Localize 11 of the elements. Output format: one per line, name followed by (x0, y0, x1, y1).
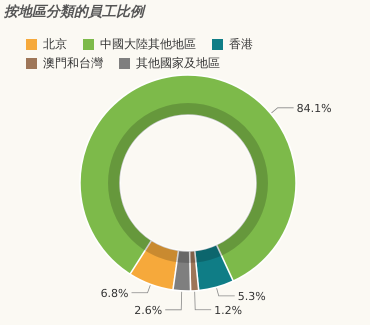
data-label: 2.6% (134, 304, 162, 317)
data-label: 6.8% (100, 286, 129, 300)
legend-label: 北京 (43, 36, 67, 53)
legend-label: 澳門和台灣 (43, 55, 103, 72)
data-label: 84.1% (296, 102, 332, 115)
legend-label: 中國大陸其他地區 (100, 36, 196, 53)
legend-label: 其他國家及地區 (136, 55, 220, 72)
data-label: 5.3% (238, 290, 266, 303)
legend-label: 香港 (229, 36, 253, 53)
data-label: 1.2% (214, 304, 242, 317)
chart-title: 按地區分類的員工比例 (4, 3, 144, 21)
